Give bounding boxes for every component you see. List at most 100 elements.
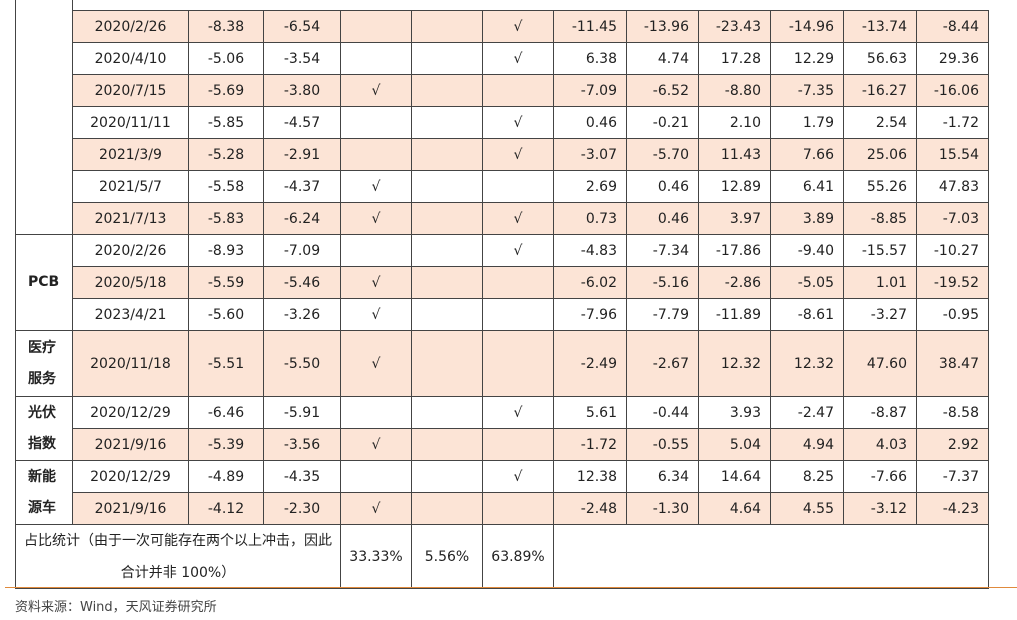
value-cell: -1.30 xyxy=(626,492,699,525)
group-label: 医疗 服务 xyxy=(15,330,73,397)
date-cell: 2021/9/16 xyxy=(72,428,189,461)
value-cell: -8.87 xyxy=(843,396,917,429)
value-cell: √ xyxy=(340,266,412,299)
value-cell: -1.72 xyxy=(916,106,989,139)
value-cell xyxy=(411,266,483,299)
summary-label: 占比统计（由于一次可能存在两个以上冲击，因此 合计并非 100%） xyxy=(15,524,341,589)
value-cell xyxy=(482,330,554,397)
group-label-line: 服务 xyxy=(28,370,56,387)
value-cell: 12.38 xyxy=(553,460,627,493)
value-cell: -5.91 xyxy=(263,396,341,429)
value-cell xyxy=(411,10,483,43)
value-cell xyxy=(411,170,483,203)
value-cell: -8.85 xyxy=(843,202,917,235)
group-label-line: 光伏 xyxy=(28,404,56,421)
value-cell: 3.93 xyxy=(698,396,771,429)
value-cell: -13.74 xyxy=(843,10,917,43)
group-label: 光伏 指数 xyxy=(15,396,73,461)
value-cell: 0.46 xyxy=(626,202,699,235)
value-cell xyxy=(411,298,483,331)
value-cell: 47.83 xyxy=(916,170,989,203)
date-cell: 2020/12/29 xyxy=(72,396,189,429)
group-label-line: 指数 xyxy=(28,435,56,452)
value-cell: 0.73 xyxy=(553,202,627,235)
date-cell: 2020/4/10 xyxy=(72,42,189,75)
value-cell: 12.89 xyxy=(698,170,771,203)
value-cell: -0.95 xyxy=(916,298,989,331)
value-cell: -4.89 xyxy=(188,460,264,493)
value-cell: -4.23 xyxy=(916,492,989,525)
value-cell: 6.34 xyxy=(626,460,699,493)
value-cell: -2.49 xyxy=(553,330,627,397)
value-cell: 3.97 xyxy=(698,202,771,235)
value-cell: 12.32 xyxy=(770,330,844,397)
date-cell: 2020/5/18 xyxy=(72,266,189,299)
date-cell: 2020/11/11 xyxy=(72,106,189,139)
value-cell xyxy=(340,138,412,171)
group-label-line: 源车 xyxy=(28,499,56,516)
value-cell: -7.09 xyxy=(263,234,341,267)
value-cell: -8.58 xyxy=(916,396,989,429)
date-cell: 2021/3/9 xyxy=(72,138,189,171)
value-cell: 55.26 xyxy=(843,170,917,203)
value-cell: -3.80 xyxy=(263,74,341,107)
value-cell: √ xyxy=(340,74,412,107)
date-cell: 2021/7/13 xyxy=(72,202,189,235)
value-cell xyxy=(411,492,483,525)
value-cell: √ xyxy=(340,298,412,331)
group-label-line: PCB xyxy=(28,274,60,290)
value-cell xyxy=(482,266,554,299)
value-cell xyxy=(411,74,483,107)
value-cell: 29.36 xyxy=(916,42,989,75)
value-cell: -2.86 xyxy=(698,266,771,299)
value-cell: -4.57 xyxy=(263,106,341,139)
summary-value: 33.33% xyxy=(340,524,412,589)
value-cell: -2.91 xyxy=(263,138,341,171)
value-cell: 0.46 xyxy=(553,106,627,139)
value-cell: √ xyxy=(482,202,554,235)
value-cell xyxy=(340,460,412,493)
value-cell: 56.63 xyxy=(843,42,917,75)
value-cell: -0.55 xyxy=(626,428,699,461)
value-cell: -2.48 xyxy=(553,492,627,525)
value-cell: -16.06 xyxy=(916,74,989,107)
group-label: PCB xyxy=(15,234,73,331)
value-cell: 2.69 xyxy=(553,170,627,203)
group-label: 新能 源车 xyxy=(15,460,73,525)
value-cell: √ xyxy=(482,10,554,43)
value-cell: -5.85 xyxy=(188,106,264,139)
value-cell: -5.16 xyxy=(626,266,699,299)
date-cell: 2020/12/29 xyxy=(72,460,189,493)
value-cell: -7.37 xyxy=(916,460,989,493)
value-cell: 5.61 xyxy=(553,396,627,429)
date-cell: 2020/2/26 xyxy=(72,10,189,43)
value-cell: 3.89 xyxy=(770,202,844,235)
value-cell: -3.07 xyxy=(553,138,627,171)
value-cell: 1.01 xyxy=(843,266,917,299)
value-cell: 4.74 xyxy=(626,42,699,75)
value-cell: -5.60 xyxy=(188,298,264,331)
value-cell xyxy=(411,234,483,267)
value-cell: -5.06 xyxy=(188,42,264,75)
value-cell: -7.35 xyxy=(770,74,844,107)
date-cell: 2021/9/16 xyxy=(72,492,189,525)
date-cell: 2020/11/18 xyxy=(72,330,189,397)
value-cell: -7.34 xyxy=(626,234,699,267)
value-cell: -6.46 xyxy=(188,396,264,429)
value-cell: √ xyxy=(482,396,554,429)
value-cell: -5.70 xyxy=(626,138,699,171)
value-cell: -3.27 xyxy=(843,298,917,331)
value-cell: 25.06 xyxy=(843,138,917,171)
value-cell: 12.29 xyxy=(770,42,844,75)
value-cell: 15.54 xyxy=(916,138,989,171)
value-cell: -6.54 xyxy=(263,10,341,43)
divider xyxy=(5,587,1017,588)
value-cell xyxy=(411,396,483,429)
value-cell: -5.39 xyxy=(188,428,264,461)
value-cell: 4.03 xyxy=(843,428,917,461)
value-cell: 0.46 xyxy=(626,170,699,203)
value-cell: -7.03 xyxy=(916,202,989,235)
group-label-line: 新能 xyxy=(28,468,56,485)
value-cell: -19.52 xyxy=(916,266,989,299)
value-cell: 14.64 xyxy=(698,460,771,493)
